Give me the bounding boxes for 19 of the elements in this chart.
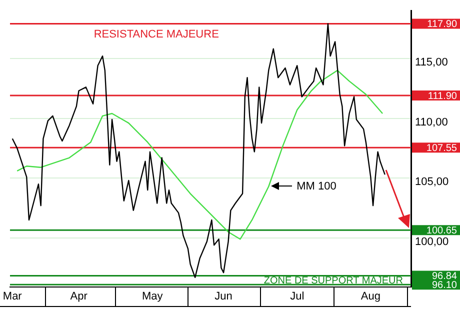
- ref-line-label: 117.90: [427, 19, 458, 30]
- x-tick-label: Jul: [290, 290, 304, 303]
- x-tick-label: Jun: [214, 290, 232, 303]
- annotation: MM 100: [296, 180, 336, 193]
- x-tick-label: Aug: [360, 290, 380, 303]
- ref-line-label: 96.10: [432, 280, 458, 291]
- y-tick-label: 105,00: [415, 176, 449, 188]
- ref-line-label: 100.65: [426, 225, 458, 236]
- y-tick-label: 115,00: [415, 56, 448, 68]
- ref-line-label: 107.55: [426, 142, 458, 154]
- y-tick-label: 100,00: [415, 236, 449, 248]
- annotation: ZONE DE SUPPORT MAJEUR: [264, 275, 403, 286]
- ref-line-label: 111.90: [428, 90, 458, 102]
- x-tick-label: Apr: [70, 290, 88, 303]
- x-tick-label: May: [142, 290, 164, 303]
- annotation: RESISTANCE MAJEURE: [94, 28, 219, 40]
- ref-line-label: 96.84: [432, 271, 458, 282]
- y-tick-label: 110,00: [415, 116, 448, 128]
- x-tick-label: Mar: [2, 290, 22, 303]
